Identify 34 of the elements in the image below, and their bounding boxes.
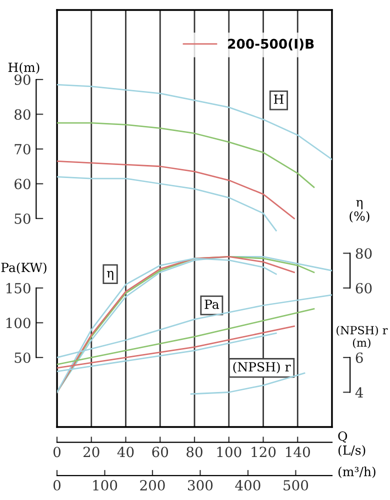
y-tick-label: 6 (356, 352, 363, 363)
x2-tick-label: 300 (188, 480, 213, 491)
y-tick-label: 50 (14, 213, 30, 224)
x-tick-label: 60 (152, 446, 168, 458)
y2-axis-title: η (%) (350, 200, 370, 223)
annotation: H (274, 94, 284, 104)
x-tick-label: 40 (117, 446, 134, 458)
y-tick-label: 70 (14, 144, 30, 154)
y-tick-label: 80 (14, 109, 30, 120)
y-axis-title: H(m) (8, 62, 40, 74)
annotation: (NPSH) r (233, 362, 291, 374)
x2-tick-label: 100 (93, 480, 118, 491)
x2-axis-title: (m³/h) (338, 466, 376, 478)
y3-tick-label: 150 (6, 282, 30, 294)
x2-tick-label: 400 (235, 480, 260, 491)
y-tick-label: 90 (14, 74, 30, 85)
x-tick-label: 0 (53, 446, 60, 458)
x-tick-label: 80 (186, 446, 202, 458)
x-tick-label: 140 (286, 446, 310, 458)
x2-tick-label: 0 (53, 480, 60, 491)
x-tick-label: 100 (217, 446, 242, 458)
y-tick-label: 60 (14, 178, 30, 190)
legend-label: 200-500(I)B (228, 38, 314, 50)
annotation: η (106, 270, 114, 280)
x2-tick-label: 500 (284, 480, 308, 491)
x-axis-title: Q (L/s) (338, 431, 366, 457)
x-tick-label: 20 (83, 446, 100, 458)
x-tick-label: 120 (252, 446, 276, 458)
y-tick-label: 4 (355, 387, 364, 398)
y3-tick-label: 100 (6, 318, 30, 328)
annotation: Pa (204, 300, 219, 309)
y3-axis-title: Pa(KW) (1, 262, 46, 274)
y-axis-title: (NPSH) r (m) (336, 326, 388, 348)
x2-tick-label: 200 (140, 480, 165, 491)
